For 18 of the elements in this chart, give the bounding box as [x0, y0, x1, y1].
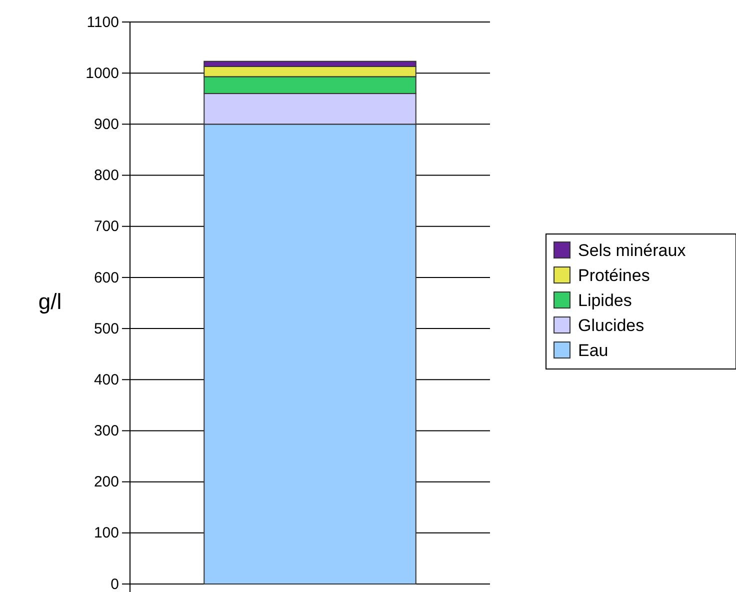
y-tick-label: 0	[110, 576, 119, 592]
legend-label: Sels minéraux	[578, 241, 686, 260]
y-tick-label: 300	[94, 422, 119, 440]
y-tick-label: 100	[94, 524, 119, 542]
y-tick-label: 900	[94, 116, 119, 133]
legend-label: Lipides	[578, 291, 632, 310]
y-tick-label: 400	[94, 371, 119, 388]
y-tick-label: 700	[94, 218, 119, 236]
y-tick-label: 600	[94, 269, 119, 286]
y-tick-label: 500	[94, 320, 119, 338]
y-tick-label: 200	[94, 474, 119, 491]
legend-label: Glucides	[578, 316, 644, 335]
y-tick-label: 1100	[86, 14, 119, 31]
y-axis-title: g/l	[38, 288, 62, 314]
y-tick-label: 800	[94, 167, 119, 184]
legend-label: Protéines	[578, 266, 650, 285]
y-tick-label: 1000	[86, 64, 119, 82]
legend-label: Eau	[578, 341, 608, 360]
